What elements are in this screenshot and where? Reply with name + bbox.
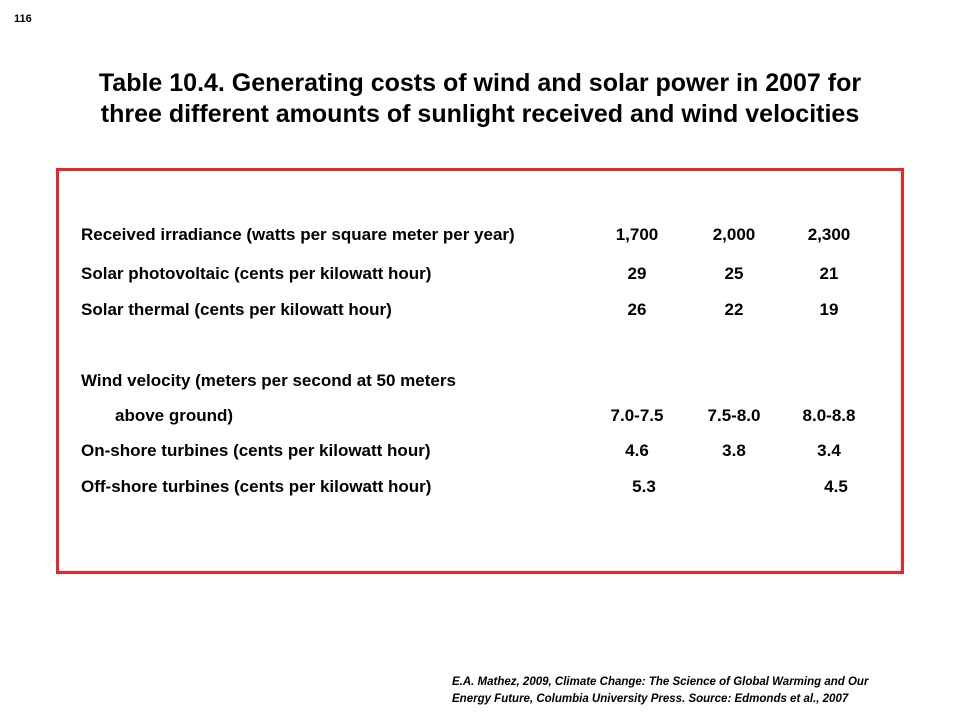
value-col-3: 4.5: [824, 477, 848, 496]
title-line-1: Table 10.4. Generating costs of wind and…: [98, 69, 862, 97]
row-label: Solar photovoltaic (cents per kilowatt h…: [81, 264, 432, 283]
row-label: Off-shore turbines (cents per kilowatt h…: [81, 477, 432, 496]
row-label: On-shore turbines (cents per kilowatt ho…: [81, 441, 431, 460]
page-title: Table 10.4. Generating costs of wind and…: [0, 68, 960, 130]
value-col-2: 7.5-8.0: [707, 406, 761, 425]
value-col-1: 26: [627, 300, 647, 319]
value-col-3: 21: [819, 264, 839, 283]
row-label: Wind velocity (meters per second at 50 m…: [81, 371, 456, 390]
value-col-3: 8.0-8.8: [802, 406, 856, 425]
value-col-1: 7.0-7.5: [610, 406, 664, 425]
value-col-2: 22: [724, 300, 744, 319]
citation-line-2: Energy Future, Columbia University Press…: [452, 693, 849, 705]
value-col-1: 1,700: [615, 225, 659, 244]
citation-line-1: E.A. Mathez, 2009, Climate Change: The S…: [452, 676, 869, 688]
page-number: 116: [14, 13, 32, 25]
value-col-3: 3.4: [817, 441, 841, 460]
value-col-3: 2,300: [807, 225, 851, 244]
value-col-1: 4.6: [625, 441, 649, 460]
value-col-1: 5.3: [632, 477, 656, 496]
value-col-1: 29: [627, 264, 647, 283]
row-label: Received irradiance (watts per square me…: [81, 225, 515, 244]
row-label: Solar thermal (cents per kilowatt hour): [81, 300, 392, 319]
value-col-3: 19: [819, 300, 839, 319]
row-label: above ground): [115, 406, 234, 425]
value-col-2: 3.8: [722, 441, 746, 460]
table-frame: Received irradiance (watts per square me…: [56, 168, 904, 574]
value-col-2: 2,000: [712, 225, 756, 244]
title-line-2: three different amounts of sunlight rece…: [100, 100, 860, 128]
value-col-2: 25: [724, 264, 744, 283]
source-citation: E.A. Mathez, 2009, Climate Change: The S…: [452, 674, 952, 708]
